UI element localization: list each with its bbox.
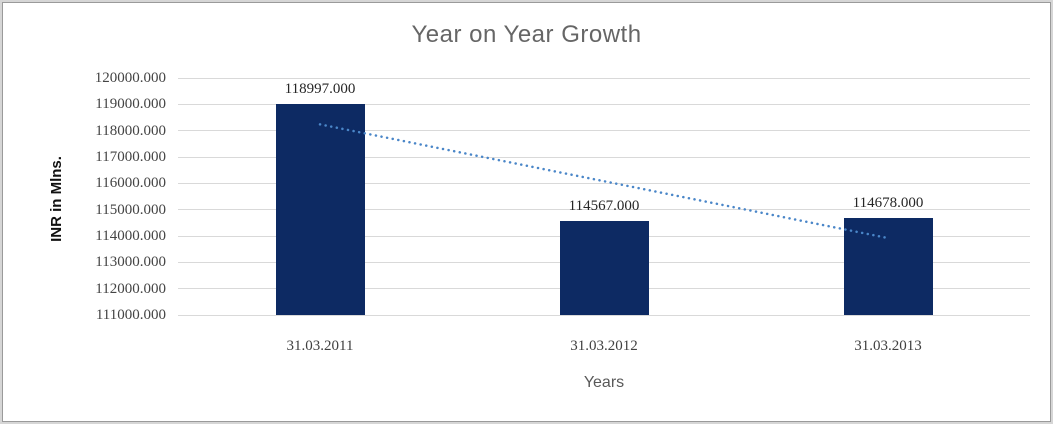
trendline <box>318 123 890 240</box>
bar-data-label: 118997.000 <box>284 81 356 98</box>
trendline-path <box>318 123 890 240</box>
bar <box>275 104 365 315</box>
y-tick-label: 115000.000 <box>95 201 166 218</box>
gridline <box>178 182 1030 184</box>
gridline <box>178 314 1030 316</box>
gridline <box>178 103 1030 105</box>
bar <box>843 218 933 315</box>
bar-data-label: 114567.000 <box>568 198 640 215</box>
y-tick-label: 112000.000 <box>95 280 166 297</box>
gridline <box>178 156 1030 158</box>
chart-title: Year on Year Growth <box>411 21 642 48</box>
bar <box>559 221 649 315</box>
x-category-label: 31.03.2011 <box>286 338 354 354</box>
y-tick-label: 119000.000 <box>95 96 166 113</box>
bar-data-label: 114678.000 <box>852 195 924 212</box>
y-tick-label: 114000.000 <box>95 228 166 244</box>
plot-area: 118997.000 114567.000 114678.000 <box>178 77 1030 316</box>
y-tick-label: 111000.000 <box>95 307 166 323</box>
y-tick-label: 113000.000 <box>95 254 166 271</box>
gridline <box>178 209 1030 211</box>
gridline <box>178 130 1030 132</box>
x-category-label: 31.03.2013 <box>854 338 922 354</box>
x-category-label: 31.03.2012 <box>570 338 638 354</box>
gridline <box>178 77 1030 79</box>
y-tick-label: 120000.000 <box>94 70 166 86</box>
y-tick-label: 117000.000 <box>95 149 166 165</box>
y-tick-label: 116000.000 <box>95 175 166 192</box>
x-axis-title: Years <box>583 374 625 391</box>
y-tick-label: 118000.000 <box>95 122 166 139</box>
